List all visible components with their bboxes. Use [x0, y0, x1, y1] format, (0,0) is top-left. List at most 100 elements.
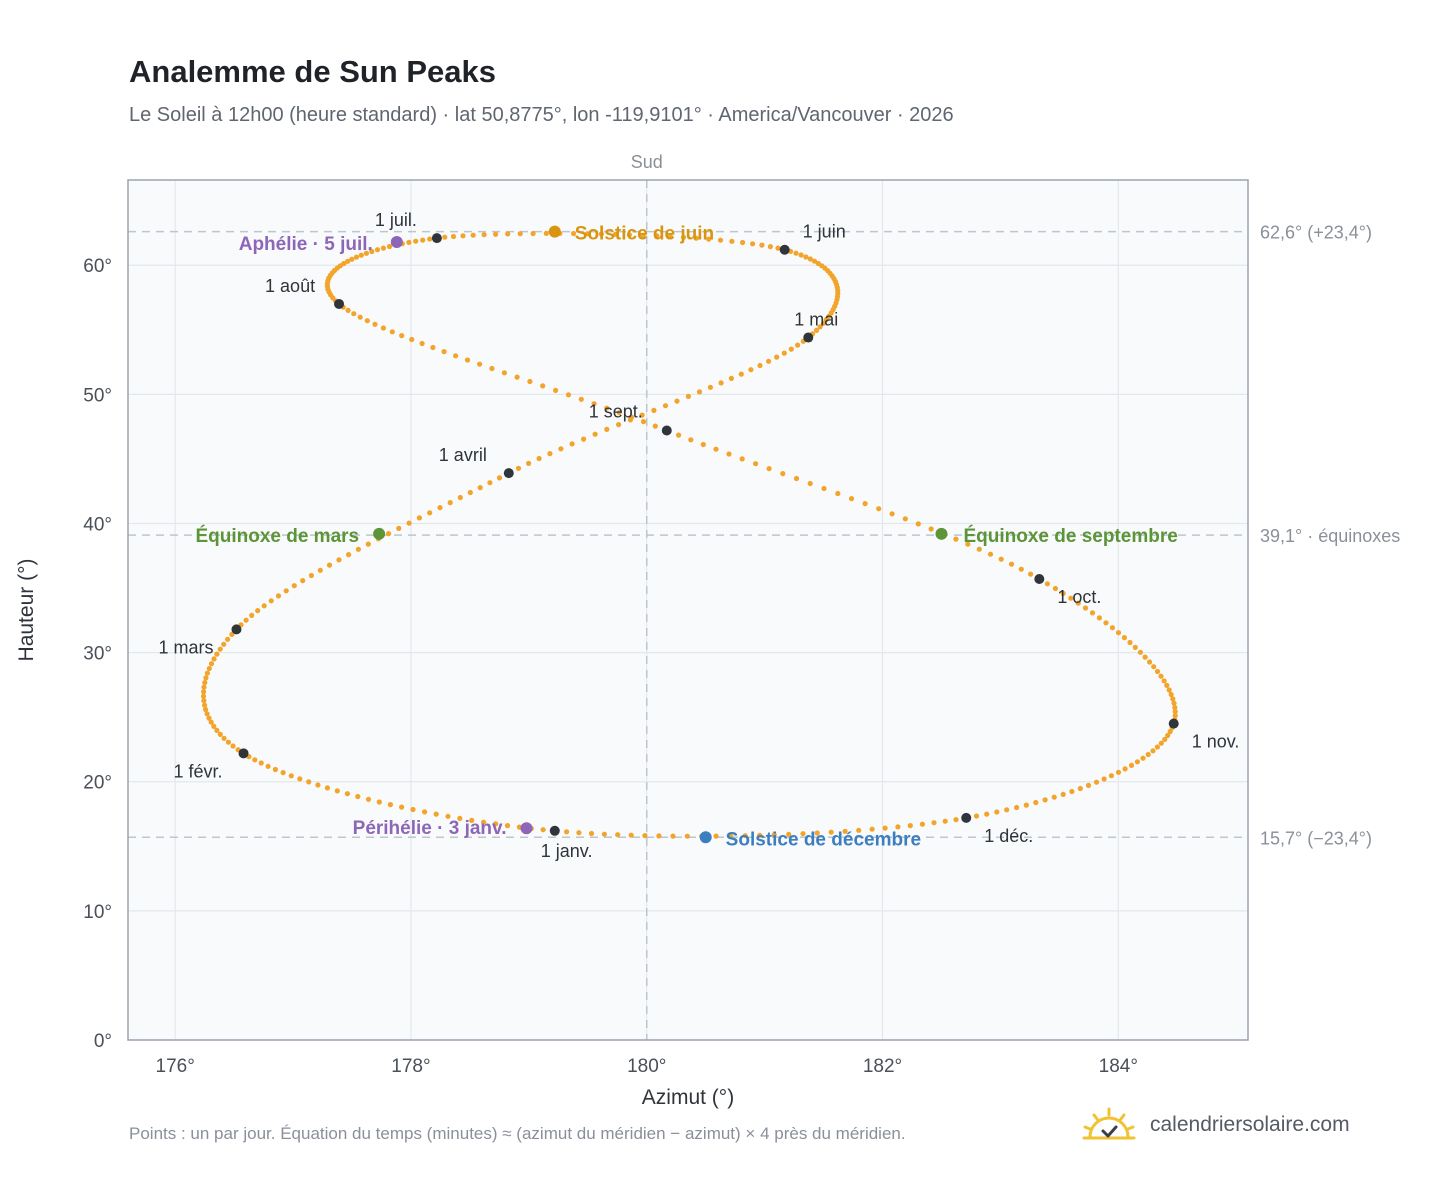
day-point — [1014, 804, 1020, 811]
day-point — [1167, 728, 1173, 735]
day-point — [553, 387, 559, 393]
day-point — [230, 743, 236, 749]
day-point — [353, 254, 360, 260]
day-point — [757, 362, 763, 369]
day-point — [780, 471, 786, 477]
day-point — [1142, 654, 1148, 660]
plot-frame — [127, 179, 1249, 1041]
day-point — [1147, 659, 1153, 665]
day-point — [598, 231, 605, 237]
day-point — [243, 617, 249, 623]
day-point — [1004, 807, 1010, 813]
day-point — [470, 232, 476, 238]
day-point — [795, 342, 801, 348]
south-label: Sud — [631, 152, 663, 172]
day-point — [706, 236, 712, 242]
x-axis-title: Azimut (°) — [642, 1086, 734, 1109]
day-point — [1172, 704, 1178, 711]
month-marker — [231, 624, 242, 635]
month-label: 1 oct. — [1057, 587, 1101, 607]
day-point — [1172, 713, 1178, 719]
month-marker — [1168, 718, 1179, 729]
day-point — [707, 384, 714, 390]
day-point — [349, 256, 355, 262]
day-point — [1166, 687, 1172, 693]
day-point — [515, 465, 522, 471]
brand[interactable]: calendriersolaire.com — [1082, 1102, 1350, 1148]
day-point — [376, 799, 382, 805]
day-point — [369, 248, 375, 255]
day-point — [1137, 649, 1143, 655]
day-point — [1168, 691, 1174, 698]
day-point — [1089, 610, 1096, 616]
day-point — [261, 603, 267, 609]
day-point — [258, 760, 264, 766]
day-point — [202, 680, 208, 686]
day-point — [469, 817, 475, 824]
day-point — [453, 353, 459, 359]
day-point — [536, 455, 542, 462]
day-point — [214, 727, 220, 734]
event-marker — [548, 225, 561, 238]
day-point — [807, 256, 814, 262]
day-point — [1051, 794, 1057, 800]
day-point — [427, 236, 433, 242]
day-point — [652, 423, 658, 429]
day-point — [386, 531, 392, 537]
brand-name[interactable]: calendriersolaire.com — [1150, 1113, 1350, 1136]
day-point — [389, 329, 395, 335]
day-point — [1158, 740, 1164, 746]
day-point — [670, 833, 676, 839]
day-point — [793, 250, 799, 256]
day-point — [1134, 759, 1140, 765]
month-label: 1 mars — [158, 637, 213, 657]
day-point — [676, 432, 682, 438]
day-point — [306, 779, 312, 785]
day-point — [399, 804, 405, 810]
day-point — [688, 437, 694, 443]
day-point — [450, 233, 457, 240]
event-markers: Solstice de juin Solstice de décembre Équi… — [195, 224, 1177, 851]
day-point — [786, 831, 792, 837]
day-point — [693, 235, 699, 241]
day-point — [1060, 590, 1066, 597]
day-point — [696, 389, 703, 395]
day-point — [729, 238, 735, 244]
day-point — [965, 541, 971, 547]
day-point — [437, 505, 443, 511]
day-point — [221, 735, 227, 741]
day-point — [1127, 639, 1133, 646]
day-point — [200, 693, 207, 699]
day-point — [1140, 755, 1146, 761]
altitude-reference-label: 15,7° (−23,4°) — [1260, 828, 1372, 848]
day-point — [953, 536, 959, 542]
day-point — [344, 791, 350, 797]
day-point — [828, 829, 834, 835]
day-point — [848, 496, 855, 502]
day-point — [759, 242, 765, 248]
day-point — [1122, 766, 1128, 772]
month-label: 1 avril — [439, 445, 487, 465]
event-marker — [390, 235, 403, 248]
day-point — [504, 823, 511, 829]
day-point — [1161, 678, 1167, 684]
day-point — [813, 327, 820, 333]
day-point — [399, 333, 405, 339]
day-point — [876, 506, 882, 512]
day-point — [365, 796, 372, 802]
day-point — [1082, 605, 1089, 611]
day-point — [430, 344, 436, 351]
x-tick-label: 180° — [627, 1056, 666, 1077]
day-point — [767, 244, 774, 250]
day-point — [931, 820, 937, 826]
day-point — [1150, 748, 1156, 754]
reference-lines: Sud 62,6° (+23,4°) 39,1° · équinoxes 15,7° … — [128, 152, 1400, 1040]
event-label: Solstice de décembre — [726, 829, 921, 850]
day-point — [674, 398, 680, 404]
day-point — [640, 419, 647, 425]
sun-icon — [1082, 1107, 1136, 1140]
event-label: Équinoxe de mars — [195, 525, 359, 547]
day-point — [588, 830, 595, 837]
day-point — [1164, 682, 1170, 689]
